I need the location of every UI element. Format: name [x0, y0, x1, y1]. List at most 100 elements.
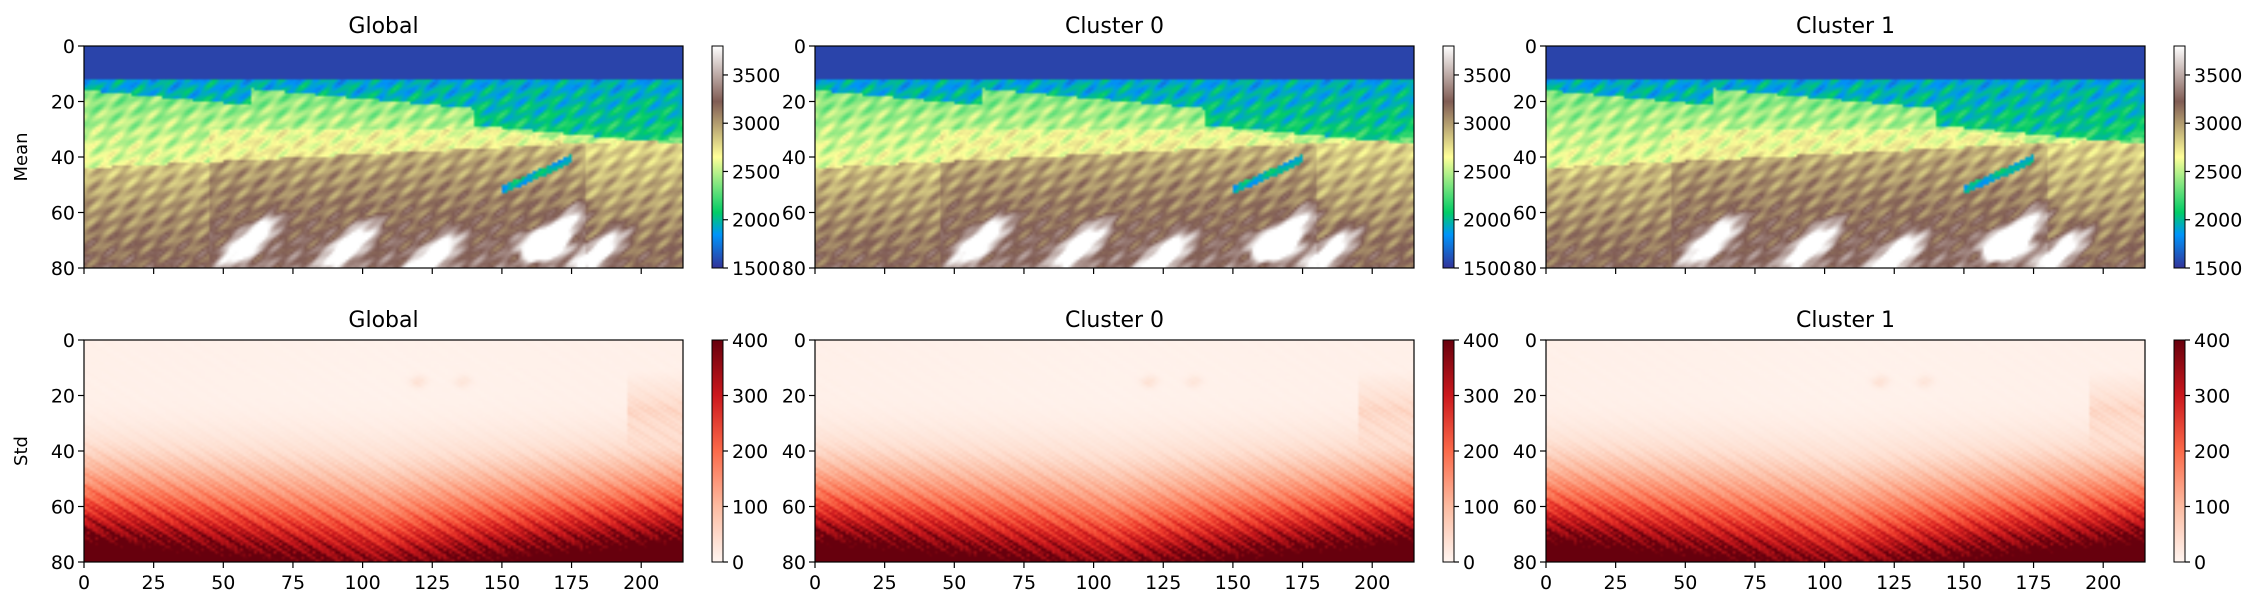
y-tick-label: 20: [1513, 92, 1537, 114]
panel-title: Global: [348, 308, 418, 333]
x-tick-label: 100: [1075, 572, 1111, 594]
panel-title: Cluster 1: [1796, 14, 1895, 39]
x-tick-label: 150: [1215, 572, 1251, 594]
x-tick-label: 75: [281, 572, 305, 594]
x-tick-label: 0: [78, 572, 90, 594]
y-tick-label: 60: [1513, 497, 1537, 519]
y-tick-label: 40: [1513, 147, 1537, 169]
y-axis-label: Std: [11, 436, 32, 466]
x-tick-label: 125: [1145, 572, 1181, 594]
colorbar: [711, 45, 724, 269]
colorbar-tick-label: 2000: [732, 210, 780, 232]
x-tick-label: 50: [1673, 572, 1697, 594]
y-tick-label: 80: [1513, 552, 1537, 574]
colorbar-tick-label: 200: [2194, 441, 2230, 463]
colorbar-tick-label: 3500: [732, 65, 780, 87]
heatmap-image: [815, 340, 1414, 562]
x-tick-label: 100: [344, 572, 380, 594]
x-tick-label: 50: [211, 572, 235, 594]
y-tick-label: 0: [1525, 330, 1537, 352]
colorbar-tick-label: 3000: [2194, 113, 2242, 135]
y-tick-label: 20: [51, 386, 75, 408]
x-tick-label: 200: [1354, 572, 1390, 594]
y-tick-label: 60: [782, 203, 806, 225]
panel-title: Cluster 0: [1065, 308, 1164, 333]
y-tick-label: 60: [51, 497, 75, 519]
x-tick-label: 0: [1540, 572, 1552, 594]
heatmap-image: [1546, 340, 2145, 562]
colorbar-tick-label: 300: [732, 386, 768, 408]
panel-title: Global: [348, 14, 418, 39]
colorbar-tick-label: 100: [2194, 497, 2230, 519]
y-tick-label: 40: [782, 441, 806, 463]
colorbar-tick-label: 2500: [732, 161, 780, 183]
y-tick-label: 60: [51, 203, 75, 225]
colorbar: [1442, 45, 1455, 269]
x-tick-label: 200: [623, 572, 659, 594]
y-tick-label: 0: [1525, 36, 1537, 58]
colorbar: [2173, 339, 2186, 563]
x-tick-label: 0: [809, 572, 821, 594]
colorbar: [711, 339, 724, 563]
heatmap-panel: Cluster 1 0 20 40 60 80 1500 2000 2500 3000 3500: [1513, 14, 2243, 280]
panel-title: Cluster 1: [1796, 308, 1895, 333]
heatmap-image: [84, 46, 683, 268]
colorbar-tick-label: 3000: [732, 113, 780, 135]
heatmap-image: [815, 46, 1414, 268]
colorbar-tick-label: 100: [732, 497, 768, 519]
colorbar-tick-label: 0: [732, 552, 744, 574]
y-axis-label: Mean: [11, 132, 32, 181]
heatmap-image: [84, 340, 683, 562]
y-tick-label: 20: [782, 92, 806, 114]
colorbar-tick-label: 200: [1463, 441, 1499, 463]
x-tick-label: 75: [1743, 572, 1767, 594]
x-tick-label: 100: [1806, 572, 1842, 594]
colorbar-tick-label: 2500: [2194, 161, 2242, 183]
colorbar-tick-label: 0: [1463, 552, 1475, 574]
y-tick-label: 0: [63, 36, 75, 58]
colorbar-tick-label: 2000: [1463, 210, 1511, 232]
colorbar-tick-label: 400: [2194, 330, 2230, 352]
colorbar: [1442, 339, 1455, 563]
y-tick-label: 80: [1513, 258, 1537, 280]
colorbar-tick-label: 300: [2194, 386, 2230, 408]
colorbar-tick-label: 1500: [732, 258, 780, 280]
x-tick-label: 75: [1012, 572, 1036, 594]
x-tick-label: 25: [1604, 572, 1628, 594]
y-tick-label: 60: [1513, 203, 1537, 225]
colorbar-tick-label: 400: [732, 330, 768, 352]
colorbar-tick-label: 400: [1463, 330, 1499, 352]
x-tick-label: 200: [2085, 572, 2121, 594]
colorbar-tick-label: 3500: [2194, 65, 2242, 87]
y-tick-label: 40: [1513, 441, 1537, 463]
x-tick-label: 25: [873, 572, 897, 594]
colorbar-tick-label: 2500: [1463, 161, 1511, 183]
colorbar-tick-label: 100: [1463, 497, 1499, 519]
y-tick-label: 20: [51, 92, 75, 114]
y-tick-label: 0: [63, 330, 75, 352]
x-tick-label: 125: [414, 572, 450, 594]
y-tick-label: 40: [51, 441, 75, 463]
colorbar-tick-label: 2000: [2194, 210, 2242, 232]
y-tick-label: 80: [782, 258, 806, 280]
y-tick-label: 80: [51, 258, 75, 280]
colorbar-tick-label: 1500: [2194, 258, 2242, 280]
colorbar-tick-label: 3000: [1463, 113, 1511, 135]
x-tick-label: 175: [553, 572, 589, 594]
colorbar-tick-label: 300: [1463, 386, 1499, 408]
y-tick-label: 40: [51, 147, 75, 169]
y-tick-label: 0: [794, 330, 806, 352]
y-tick-label: 20: [1513, 386, 1537, 408]
y-tick-label: 20: [782, 386, 806, 408]
y-tick-label: 60: [782, 497, 806, 519]
panel-title: Cluster 0: [1065, 14, 1164, 39]
colorbar-tick-label: 0: [2194, 552, 2206, 574]
colorbar-tick-label: 200: [732, 441, 768, 463]
colorbar: [2173, 45, 2186, 269]
x-tick-label: 150: [1946, 572, 1982, 594]
colorbar-tick-label: 1500: [1463, 258, 1511, 280]
y-tick-label: 0: [794, 36, 806, 58]
